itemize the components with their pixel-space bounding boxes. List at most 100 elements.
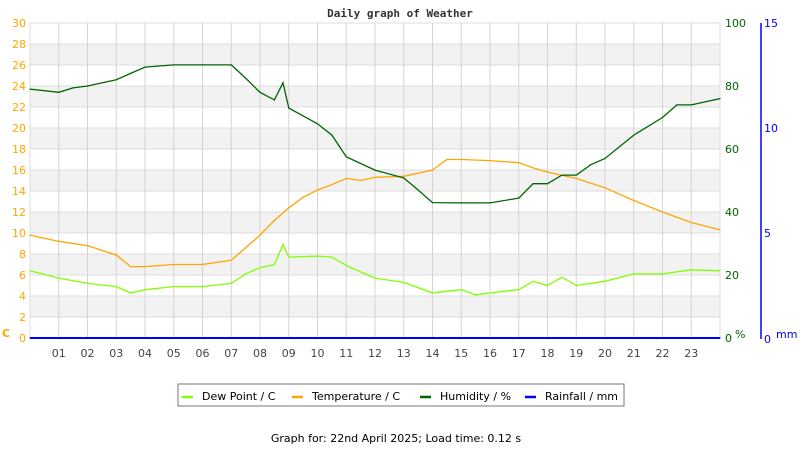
legend-rainfall: Rainfall / mm (545, 390, 618, 403)
data-point (29, 270, 31, 272)
x-tick-label: 07 (224, 347, 238, 360)
data-point (575, 174, 577, 176)
x-tick-label: 09 (282, 347, 296, 360)
data-point (713, 99, 715, 101)
left-tick-label: 10 (12, 227, 26, 240)
x-tick-label: 06 (196, 347, 210, 360)
data-point (201, 285, 204, 288)
legend: Dew Point / C Temperature / C Humidity /… (177, 383, 625, 407)
rainfall-tick-label: 10 (764, 122, 778, 135)
right-tick-label: 100 (725, 17, 746, 30)
data-point (273, 263, 275, 266)
x-tick-label: 21 (627, 347, 641, 360)
data-point (690, 269, 692, 271)
data-point (374, 176, 376, 178)
data-point (719, 337, 721, 339)
data-point (201, 263, 204, 266)
data-point (460, 289, 462, 291)
data-point (29, 337, 31, 339)
data-point (360, 179, 362, 182)
data-point (575, 177, 577, 179)
x-tick-label: 04 (138, 347, 152, 360)
left-tick-label: 22 (12, 101, 26, 114)
data-point (130, 292, 132, 294)
data-point (86, 85, 89, 87)
data-point (661, 273, 664, 275)
data-point (431, 201, 434, 204)
data-point (115, 285, 117, 288)
left-axis-label: C (2, 327, 10, 340)
left-tick-label: 24 (12, 80, 26, 93)
right-tick-label: 60 (725, 143, 739, 156)
x-tick-label: 18 (541, 347, 555, 360)
data-point (245, 273, 247, 275)
legend-dewpoint: Dew Point / C (202, 390, 276, 403)
data-point (403, 281, 405, 283)
data-point (431, 169, 434, 171)
data-point (288, 107, 290, 109)
data-point (201, 64, 204, 66)
x-tick-label: 14 (426, 347, 440, 360)
data-point (661, 211, 664, 213)
data-point (590, 164, 592, 166)
left-tick-label: 20 (12, 122, 26, 135)
data-point (676, 104, 678, 106)
right-tick-label: 40 (725, 206, 739, 219)
data-point (345, 156, 347, 158)
data-point (518, 289, 520, 291)
left-tick-label: 12 (12, 206, 26, 219)
data-point (86, 282, 89, 284)
data-point (316, 123, 319, 125)
series-lines (29, 64, 721, 339)
data-point (661, 116, 664, 119)
left-tick-label: 16 (12, 164, 26, 177)
data-point (561, 276, 563, 278)
data-point (144, 289, 146, 291)
x-tick-label: 10 (311, 347, 325, 360)
right-tick-label: 0 (725, 332, 732, 345)
right-axis-label: % (735, 328, 745, 341)
rainfall-tick-label: 5 (764, 227, 771, 240)
x-tick-label: 17 (512, 347, 526, 360)
x-tick-label: 23 (684, 347, 698, 360)
data-point (489, 292, 491, 294)
x-tick-label: 12 (368, 347, 382, 360)
data-point (259, 267, 261, 269)
x-tick-label: 15 (454, 347, 468, 360)
data-point (460, 202, 462, 204)
data-point (282, 82, 284, 84)
data-point (58, 91, 60, 93)
data-point (259, 91, 261, 93)
data-point (282, 243, 284, 246)
data-point (115, 79, 117, 81)
data-point (719, 270, 721, 272)
legend-temperature: Temperature / C (311, 390, 400, 403)
data-point (173, 285, 175, 288)
data-point (417, 189, 419, 191)
data-point (460, 158, 462, 161)
left-tick-label: 6 (19, 269, 26, 282)
data-point (230, 259, 232, 261)
data-point (374, 169, 376, 171)
data-point (374, 277, 376, 279)
right-tick-label: 20 (725, 269, 739, 282)
data-point (230, 64, 232, 66)
left-tick-label: 26 (12, 59, 26, 72)
data-point (546, 284, 549, 287)
x-tick-label: 16 (483, 347, 497, 360)
x-tick-label: 05 (167, 347, 181, 360)
x-tick-label: 20 (598, 347, 612, 360)
data-point (633, 134, 635, 136)
data-point (489, 202, 491, 204)
x-tick-label: 13 (397, 347, 411, 360)
data-point (561, 174, 563, 176)
left-tick-label: 14 (12, 185, 26, 198)
data-point (245, 247, 247, 249)
data-point (331, 134, 333, 136)
data-point (575, 284, 577, 287)
data-point (604, 280, 606, 282)
data-point (546, 183, 549, 185)
data-point (259, 234, 261, 236)
data-point (245, 77, 247, 79)
